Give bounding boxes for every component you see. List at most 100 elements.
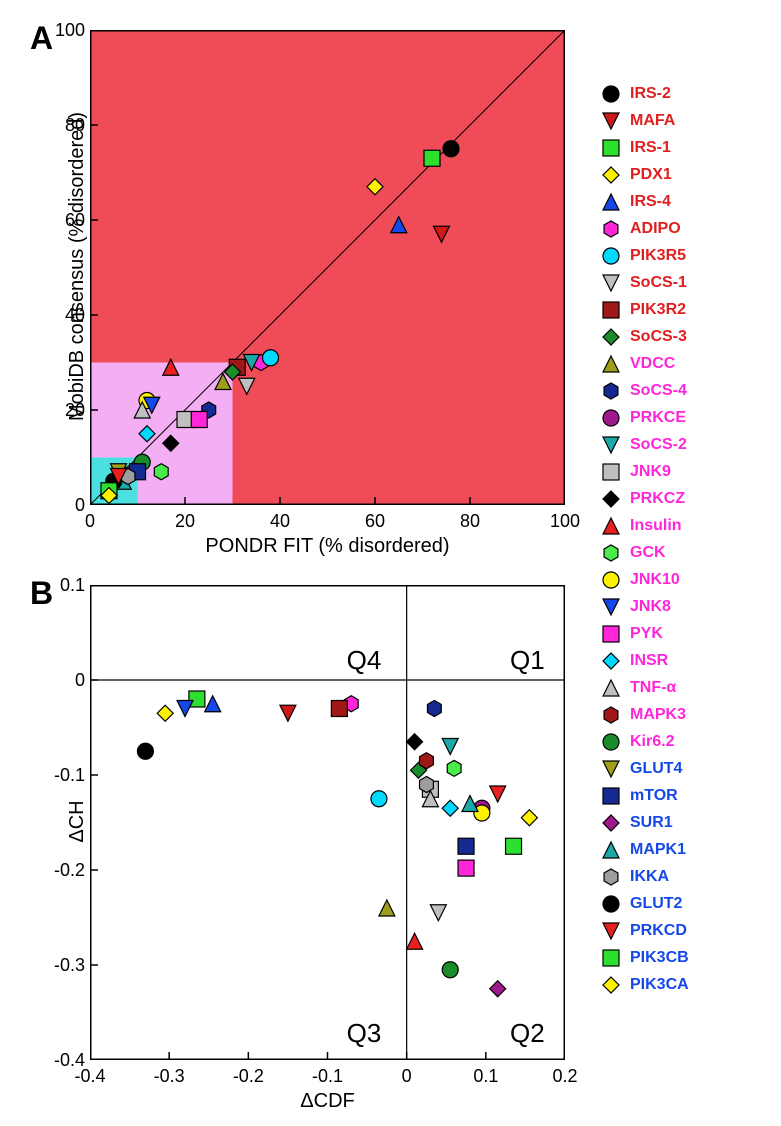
legend-label: IKKA [630,868,669,886]
x-tick-label: 40 [260,511,300,532]
legend-marker-icon [600,245,622,267]
legend-item-sur1: SUR1 [600,809,765,836]
data-point-irs-4 [205,696,221,712]
data-point-pdx1 [157,705,173,721]
legend-label: PIK3R5 [630,247,686,265]
x-tick-label: -0.3 [149,1066,189,1087]
legend-label: SoCS-3 [630,328,687,346]
legend-label: GLUT4 [630,760,682,778]
x-tick-label: 60 [355,511,395,532]
panel-b-ylabel: ΔCH [66,584,89,1059]
legend-item-mafa: MAFA [600,107,765,134]
legend-item-prkcd: PRKCD [600,917,765,944]
legend-marker-icon [600,677,622,699]
legend-marker-icon [600,920,622,942]
legend-label: PRKCE [630,409,686,427]
data-point-jnk8 [177,701,193,717]
data-point-pyk [458,860,474,876]
legend-label: mTOR [630,787,678,805]
data-point-prkcz [407,734,423,750]
data-point-sur1 [490,981,506,997]
data-point-irs-2 [137,743,153,759]
legend-item-socs-1: SoCS-1 [600,269,765,296]
legend-marker-icon [600,839,622,861]
legend-label: GLUT2 [630,895,682,913]
legend-marker-icon [600,407,622,429]
legend-label: MAFA [630,112,675,130]
chart-a [90,30,565,505]
legend-item-glut4: GLUT4 [600,755,765,782]
x-tick-label: 100 [545,511,585,532]
legend-marker-icon [600,704,622,726]
data-point-pik3r5 [263,350,279,366]
legend-label: IRS-1 [630,139,671,157]
legend-marker-icon [600,542,622,564]
legend-label: PIK3R2 [630,301,686,319]
data-point-jnk9 [177,412,193,428]
legend: IRS-2MAFAIRS-1PDX1IRS-4ADIPOPIK3R5SoCS-1… [600,80,765,998]
legend-marker-icon [600,569,622,591]
data-point-insr [442,800,458,816]
data-point-pik3r2 [331,701,347,717]
y-tick-label: -0.1 [40,765,85,786]
legend-item-pdx1: PDX1 [600,161,765,188]
panel-a-xlabel: PONDR FIT (% disordered) [90,535,565,558]
legend-marker-icon [600,488,622,510]
legend-marker-icon [600,83,622,105]
legend-label: ADIPO [630,220,681,238]
legend-label: PYK [630,625,663,643]
legend-label: SoCS-2 [630,436,687,454]
y-tick-label: 0 [40,670,85,691]
legend-item-irs-1: IRS-1 [600,134,765,161]
data-point-insulin [407,933,423,949]
legend-label: TNF-α [630,679,676,697]
y-tick-label: 0.1 [40,575,85,596]
data-point-irs-2 [443,141,459,157]
legend-label: JNK10 [630,571,680,589]
legend-label: INSR [630,652,668,670]
legend-item-insr: INSR [600,647,765,674]
legend-marker-icon [600,461,622,483]
data-point-pyk [191,412,207,428]
chart-b [90,585,565,1060]
legend-label: SoCS-4 [630,382,687,400]
legend-item-kir6.2: Kir6.2 [600,728,765,755]
legend-label: SUR1 [630,814,673,832]
data-point-pik3r5 [371,791,387,807]
legend-item-gck: GCK [600,539,765,566]
legend-marker-icon [600,434,622,456]
y-tick-label: 0 [40,495,85,516]
legend-item-socs-2: SoCS-2 [600,431,765,458]
legend-marker-icon [600,164,622,186]
legend-label: MAPK3 [630,706,686,724]
x-tick-label: 80 [450,511,490,532]
legend-marker-icon [600,353,622,375]
data-point-gck [154,464,168,480]
legend-item-glut2: GLUT2 [600,890,765,917]
legend-item-jnk10: JNK10 [600,566,765,593]
legend-marker-icon [600,326,622,348]
legend-marker-icon [600,191,622,213]
legend-label: JNK9 [630,463,671,481]
legend-item-pik3ca: PIK3CA [600,971,765,998]
legend-marker-icon [600,218,622,240]
x-tick-label: 0.2 [545,1066,585,1087]
legend-item-irs-2: IRS-2 [600,80,765,107]
legend-item-ikka: IKKA [600,863,765,890]
legend-item-vdcc: VDCC [600,350,765,377]
x-tick-label: 0.1 [466,1066,506,1087]
legend-label: PRKCZ [630,490,685,508]
legend-item-jnk8: JNK8 [600,593,765,620]
legend-marker-icon [600,650,622,672]
x-tick-label: -0.1 [308,1066,348,1087]
legend-label: PIK3CA [630,976,689,994]
legend-label: PDX1 [630,166,672,184]
legend-label: PRKCD [630,922,687,940]
data-point-mapk3 [420,753,434,769]
legend-item-mtor: mTOR [600,782,765,809]
legend-label: VDCC [630,355,675,373]
data-point-irs-1 [424,150,440,166]
data-point-mtor [458,838,474,854]
y-tick-label: -0.4 [40,1050,85,1071]
legend-item-pik3r2: PIK3R2 [600,296,765,323]
